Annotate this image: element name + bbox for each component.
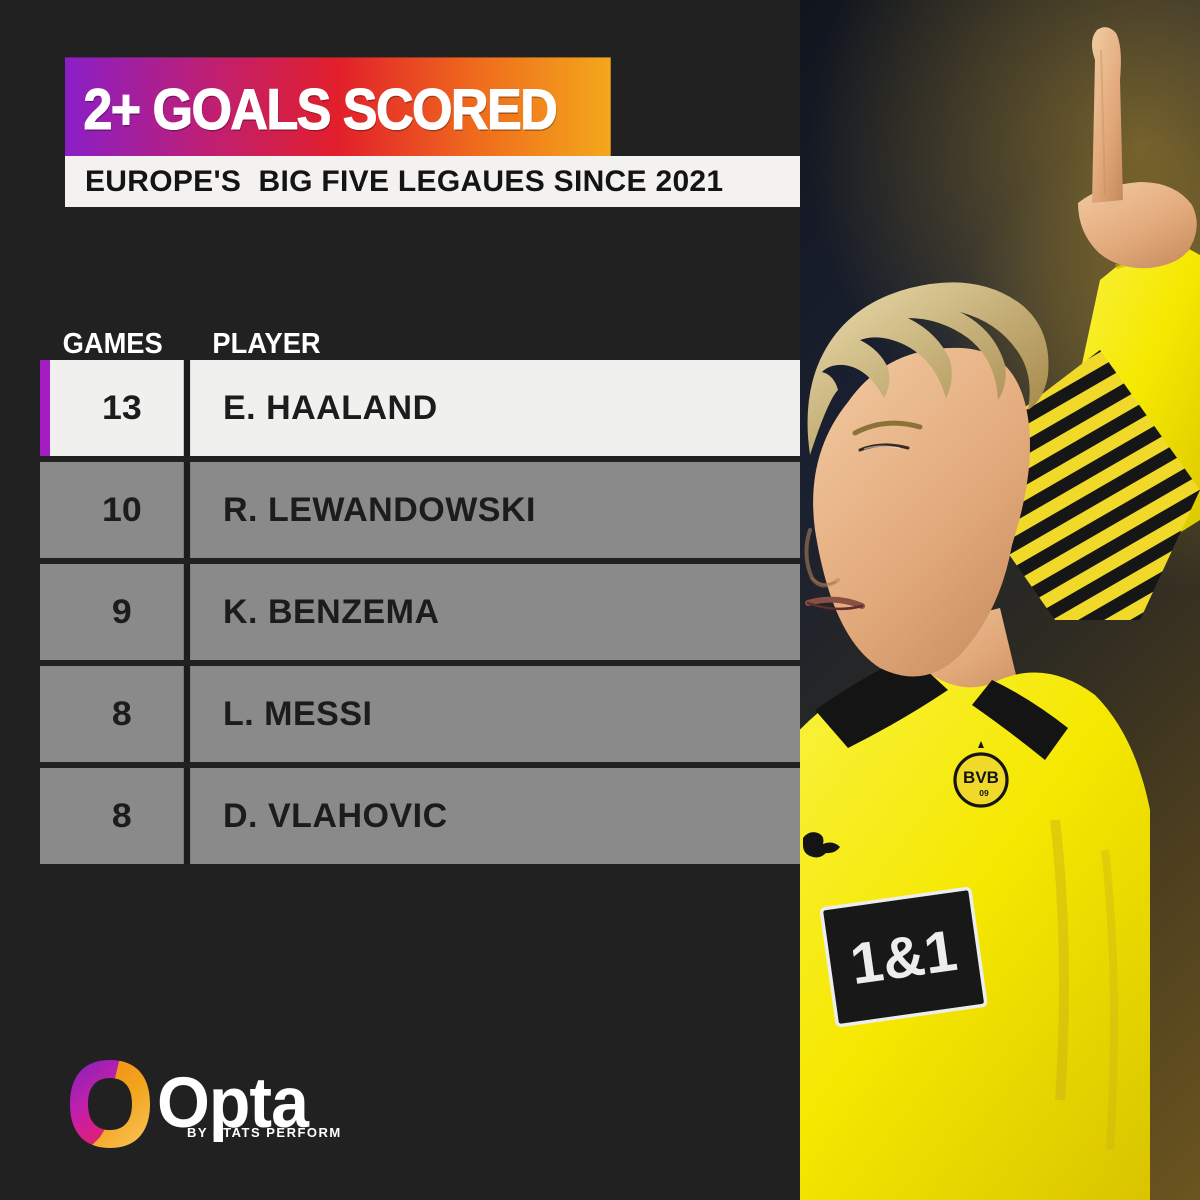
svg-text:09: 09 — [979, 788, 989, 798]
svg-text:BVB: BVB — [963, 768, 999, 787]
